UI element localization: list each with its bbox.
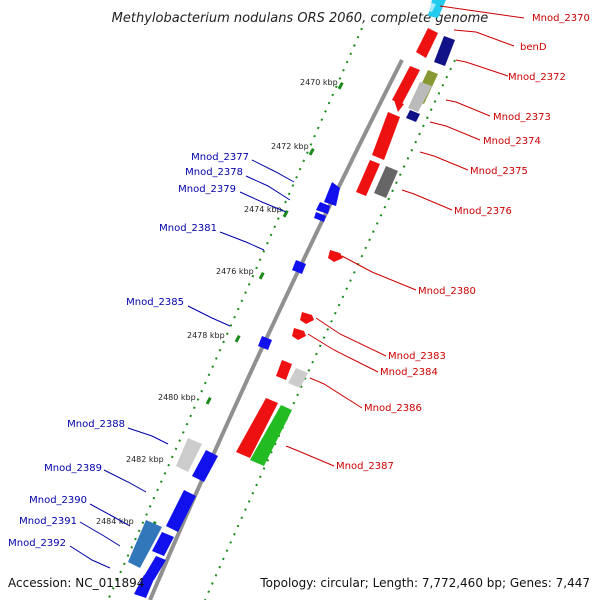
- gene-mnod-2386[interactable]: [288, 368, 308, 388]
- gene-label[interactable]: Mnod_2392: [8, 538, 66, 549]
- gene-mnod-2375b[interactable]: [356, 160, 380, 196]
- gene-mnod-2383a[interactable]: [300, 312, 314, 324]
- gene-label[interactable]: Mnod_2390: [29, 495, 87, 506]
- gene-mnod-2378[interactable]: [316, 202, 330, 214]
- gene-small-red[interactable]: [394, 100, 404, 112]
- reverse-labels: Mnod_2377 Mnod_2378 Mnod_2379 Mnod_2381 …: [8, 152, 249, 549]
- forward-leaders: [285, 5, 525, 467]
- gene-mnod-2381[interactable]: [292, 260, 306, 274]
- gene-label[interactable]: Mnod_2388: [67, 419, 125, 430]
- kbp-label: 2480 kbp: [158, 393, 196, 402]
- gene-label[interactable]: Mnod_2375: [470, 166, 528, 177]
- gene-label[interactable]: Mnod_2384: [380, 367, 438, 378]
- genome-backbone: [148, 59, 404, 600]
- gene-label[interactable]: Mnod_2373: [493, 112, 551, 123]
- gene-label[interactable]: Mnod_2377: [191, 152, 249, 163]
- gene-mnod-2392[interactable]: [144, 556, 166, 580]
- gene-mnod-2389[interactable]: [192, 450, 218, 482]
- gene-mnod-2376[interactable]: [374, 166, 398, 198]
- genome-summary: Topology: circular; Length: 7,772,460 bp…: [259, 576, 590, 590]
- gene-mnod-2391[interactable]: [128, 520, 162, 568]
- outer-left-track: [107, 27, 363, 600]
- gene-label[interactable]: Mnod_2378: [185, 167, 243, 178]
- gene-label[interactable]: Mnod_2386: [364, 403, 422, 414]
- gene-mnod-2390[interactable]: [166, 490, 196, 532]
- gene-label[interactable]: Mnod_2370: [532, 13, 590, 24]
- gene-label[interactable]: Mnod_2385: [126, 297, 184, 308]
- gene-label[interactable]: Mnod_2387: [336, 461, 394, 472]
- kbp-label: 2484 kbp: [96, 517, 134, 526]
- gene-label[interactable]: Mnod_2391: [19, 516, 77, 527]
- inner-right-track: [204, 59, 456, 600]
- gene-mnod-2392b[interactable]: [134, 575, 154, 598]
- accession-text: Accession: NC_011894: [8, 576, 144, 590]
- gene-mnod-2379[interactable]: [314, 212, 326, 222]
- kbp-label: 2476 kbp: [216, 267, 254, 276]
- gene-label[interactable]: Mnod_2380: [418, 286, 476, 297]
- kbp-label: 2474 kbp: [244, 205, 282, 214]
- gene-mnod-2373-grey[interactable]: [408, 82, 432, 112]
- forward-labels: Mnod_2370 benD Mnod_2372 Mnod_2373 Mnod_…: [336, 13, 590, 472]
- gene-mnod-2387[interactable]: [250, 405, 292, 466]
- gene-label[interactable]: Mnod_2383: [388, 351, 446, 362]
- map-title: Methylobacterium nodulans ORS 2060, comp…: [112, 11, 489, 26]
- forward-genes: [236, 0, 455, 466]
- gene-mnod-2372[interactable]: [434, 36, 455, 66]
- gene-mnod-2385[interactable]: [258, 336, 272, 350]
- gene-label[interactable]: Mnod_2376: [454, 206, 512, 217]
- gene-mnod-2374[interactable]: [406, 110, 420, 122]
- gene-label[interactable]: Mnod_2372: [508, 72, 566, 83]
- kbp-label: 2482 kbp: [126, 455, 164, 464]
- gene-mnod-2377[interactable]: [324, 182, 340, 206]
- reverse-leaders: [69, 159, 295, 569]
- gene-label[interactable]: Mnod_2389: [44, 463, 102, 474]
- kbp-label: 2478 kbp: [187, 331, 225, 340]
- gene-mnod-2387-red[interactable]: [236, 398, 278, 458]
- kbp-label: 2472 kbp: [271, 142, 309, 151]
- kbp-label: 2470 kbp: [300, 78, 338, 87]
- gene-label[interactable]: Mnod_2374: [483, 136, 541, 147]
- gene-bend[interactable]: [416, 28, 438, 58]
- gene-mnod-2373-red[interactable]: [392, 66, 420, 104]
- gene-label[interactable]: benD: [520, 42, 547, 53]
- reverse-genes: [128, 182, 340, 598]
- gene-label[interactable]: Mnod_2379: [178, 184, 236, 195]
- gene-label[interactable]: Mnod_2381: [159, 223, 217, 234]
- gene-mnod-2375[interactable]: [372, 112, 400, 160]
- gene-mnod-2388[interactable]: [176, 438, 202, 472]
- gene-mnod-2380[interactable]: [328, 250, 343, 262]
- gene-mnod-2386-red[interactable]: [276, 360, 292, 380]
- gene-mnod-2384[interactable]: [292, 328, 306, 340]
- gene-mnod-2391b[interactable]: [152, 532, 174, 556]
